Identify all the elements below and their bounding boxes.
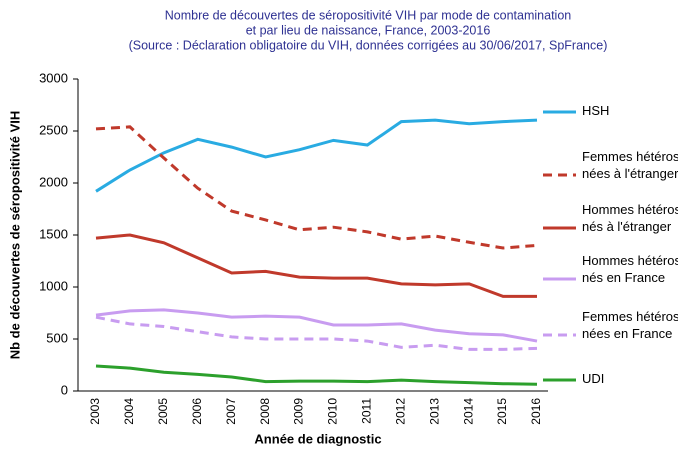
x-tick-label: 2007 <box>224 398 238 425</box>
x-tick-label: 2006 <box>190 398 204 425</box>
series-line <box>95 364 538 386</box>
x-tick-label: 2004 <box>122 398 136 425</box>
chart-title: Nombre de découvertes de séropositivité … <box>165 8 572 22</box>
y-tick-label: 2500 <box>39 122 68 137</box>
x-tick-label: 2009 <box>292 398 306 425</box>
x-tick-label: 2008 <box>258 398 272 425</box>
legend-label: Femmes hétérosexuellesnées à l'étranger <box>582 149 678 181</box>
series-line <box>95 233 537 298</box>
chart-subtitle: et par lieu de naissance, France, 2003-2… <box>246 23 491 37</box>
x-tick-label: 2005 <box>156 398 170 425</box>
legend-label: Hommes hétérosexuelsnés à l'étranger <box>582 202 678 234</box>
x-tick-label: 2010 <box>326 398 340 425</box>
y-axis-label: Nb de découvertes de séropositivité VIH <box>7 111 22 360</box>
y-tick-label: 3000 <box>39 70 68 85</box>
x-tick-label: 2014 <box>461 398 475 425</box>
series-line <box>95 308 538 343</box>
x-tick-label: 2013 <box>427 398 441 425</box>
y-tick-label: 1500 <box>39 226 68 241</box>
legend-label: HSH <box>582 103 609 118</box>
x-tick-label: 2015 <box>495 398 509 425</box>
chart-source: (Source : Déclaration obligatoire du VIH… <box>129 38 608 52</box>
y-tick-label: 500 <box>46 330 68 345</box>
x-tick-label: 2012 <box>393 398 407 425</box>
series-line <box>95 118 538 193</box>
x-tick-label: 2011 <box>360 398 374 424</box>
y-tick-label: 1000 <box>39 278 68 293</box>
legend-label: Hommes hétérosexuelsnés en France <box>582 253 678 285</box>
x-tick-label: 2016 <box>529 398 543 425</box>
x-axis-label: Année de diagnostic <box>254 431 381 446</box>
legend-label: UDI <box>582 371 604 386</box>
y-tick-label: 0 <box>61 382 68 397</box>
x-tick-label: 2003 <box>88 398 102 425</box>
legend-label: Femmes hétérosexuellesnées en France <box>582 309 678 341</box>
y-tick-label: 2000 <box>39 174 68 189</box>
